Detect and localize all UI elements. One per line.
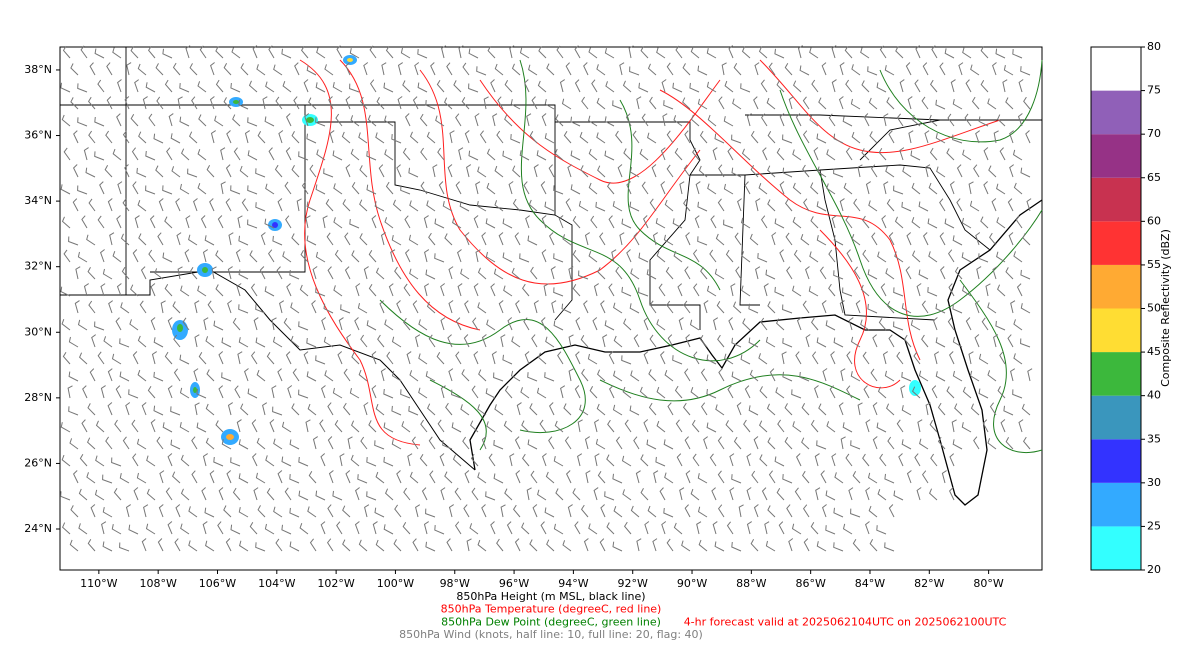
x-tick-label: 88°W — [736, 577, 766, 590]
y-tick-label: 36°N — [24, 129, 52, 142]
colorbar-tick-label: 60 — [1147, 214, 1161, 227]
x-tick-label: 86°W — [795, 577, 825, 590]
x-tick-label: 108°W — [139, 577, 176, 590]
caption: 850hPa Dew Point (degreeC, green line) — [441, 615, 661, 628]
colorbar-segment — [1091, 482, 1141, 527]
caption: 850hPa Temperature (degreeC, red line) — [441, 603, 662, 616]
colorbar-segment — [1091, 177, 1141, 222]
x-tick-label: 98°W — [440, 577, 470, 590]
y-tick-label: 34°N — [24, 194, 52, 207]
x-tick-label: 104°W — [258, 577, 295, 590]
colorbar-segment — [1091, 47, 1141, 91]
x-tick-label: 80°W — [973, 577, 1003, 590]
y-tick-label: 30°N — [24, 325, 52, 338]
caption: 850hPa Wind (knots, half line: 10, full … — [399, 628, 703, 641]
x-tick-label: 84°W — [855, 577, 885, 590]
x-tick-label: 90°W — [677, 577, 707, 590]
x-tick-label: 102°W — [317, 577, 354, 590]
map-frame — [59, 46, 1043, 571]
x-tick-label: 106°W — [199, 577, 236, 590]
map-decoration — [60, 45, 1043, 552]
x-tick-label: 92°W — [618, 577, 648, 590]
colorbar-segment — [1091, 264, 1141, 309]
colorbar-tick-label: 50 — [1147, 302, 1161, 315]
y-tick-label: 38°N — [24, 63, 52, 76]
colorbar-tick-label: 30 — [1147, 476, 1161, 489]
colorbar-segment — [1091, 352, 1141, 396]
y-tick-label: 28°N — [24, 391, 52, 404]
x-tick-label: 82°W — [914, 577, 944, 590]
colorbar-segment — [1091, 526, 1141, 570]
colorbar-label: Composite Reflectivity (dBZ) — [1159, 229, 1172, 387]
y-tick-label: 32°N — [24, 260, 52, 273]
dewpoint-contours — [379, 59, 1043, 454]
x-tick-label: 100°W — [377, 577, 414, 590]
coastline — [469, 199, 1043, 506]
x-tick-label: 96°W — [499, 577, 529, 590]
border — [60, 269, 476, 471]
colorbar-segment — [1091, 308, 1141, 353]
colorbar-tick-label: 35 — [1147, 432, 1161, 445]
colorbar-segment — [1091, 439, 1141, 483]
caption: 850hPa Height (m MSL, black line) — [456, 590, 645, 603]
captions: 850hPa Height (m MSL, black line)850hPa … — [399, 590, 1006, 641]
colorbar-tick-label: 45 — [1147, 345, 1161, 358]
x-tick-label: 110°W — [80, 577, 117, 590]
colorbar-tick-label: 25 — [1147, 519, 1161, 532]
colorbar-tick-label: 65 — [1147, 171, 1161, 184]
x-tick-label: 94°W — [558, 577, 588, 590]
colorbar-segment — [1091, 90, 1141, 135]
colorbar-tick-label: 80 — [1147, 40, 1161, 53]
colorbar-tick-label: 75 — [1147, 84, 1161, 97]
colorbar-segment — [1091, 221, 1141, 265]
colorbar-tick-label: 55 — [1147, 258, 1161, 271]
colorbar-tick-label: 20 — [1147, 563, 1161, 576]
colorbar-segment — [1091, 395, 1141, 440]
y-tick-label: 26°N — [24, 456, 52, 469]
wind-barbs — [60, 45, 1033, 552]
colorbar-tick-label: 70 — [1147, 127, 1161, 140]
colorbar-segment — [1091, 134, 1141, 178]
y-tick-label: 24°N — [24, 522, 52, 535]
forecast-note: 4-hr forecast valid at 2025062104UTC on … — [684, 615, 1007, 628]
colorbar-tick-label: 40 — [1147, 389, 1161, 402]
